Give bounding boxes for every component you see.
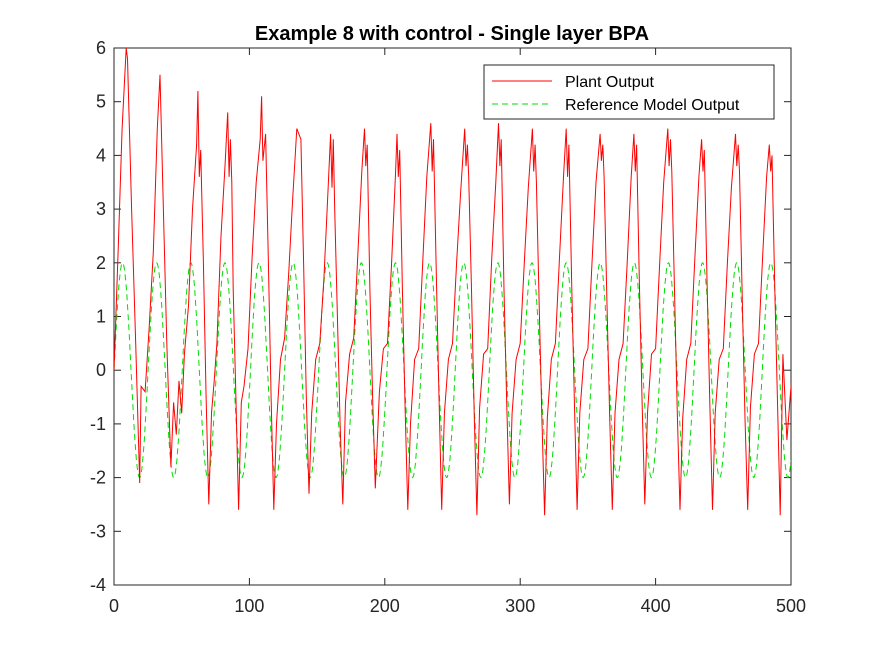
y-axis-ticks: -4 -3 -2 -1 0 1 2 3 4 5 6	[90, 38, 791, 595]
x-tick-label: 500	[776, 596, 806, 616]
x-axis-ticks: 0 100 200 300 400 500	[109, 48, 806, 616]
x-tick-label: 300	[505, 596, 535, 616]
axes-box	[113, 47, 792, 586]
x-tick-label: 100	[234, 596, 264, 616]
x-tick-label: 200	[370, 596, 400, 616]
y-tick-label: 5	[96, 92, 106, 112]
legend-box	[483, 64, 775, 120]
y-tick-label: 3	[96, 199, 106, 219]
y-tick-label: 1	[96, 307, 106, 327]
series-line-plant-output	[114, 48, 791, 516]
x-tick-label: 400	[641, 596, 671, 616]
chart-title: Example 8 with control - Single layer BP…	[255, 23, 649, 45]
y-tick-label: -1	[90, 414, 106, 434]
legend: Plant Output Reference Model Output	[483, 64, 775, 120]
y-tick-label: 2	[96, 253, 106, 273]
y-tick-label: -3	[90, 521, 106, 541]
y-tick-label: -2	[90, 468, 106, 488]
series-line-reference-model-output	[114, 262, 791, 479]
plot-area: 0 100 200 300 400 500 -4 -3 -2 -1 0 1 2 3 4 5 6	[90, 38, 806, 616]
y-tick-label: 0	[96, 360, 106, 380]
y-tick-label: 4	[96, 145, 106, 165]
legend-label-reference-model-output: Reference Model Output	[565, 97, 740, 114]
y-tick-label: 6	[96, 38, 106, 58]
legend-label-plant-output: Plant Output	[565, 74, 655, 91]
x-tick-label: 0	[109, 596, 119, 616]
y-tick-label: -4	[90, 575, 106, 595]
